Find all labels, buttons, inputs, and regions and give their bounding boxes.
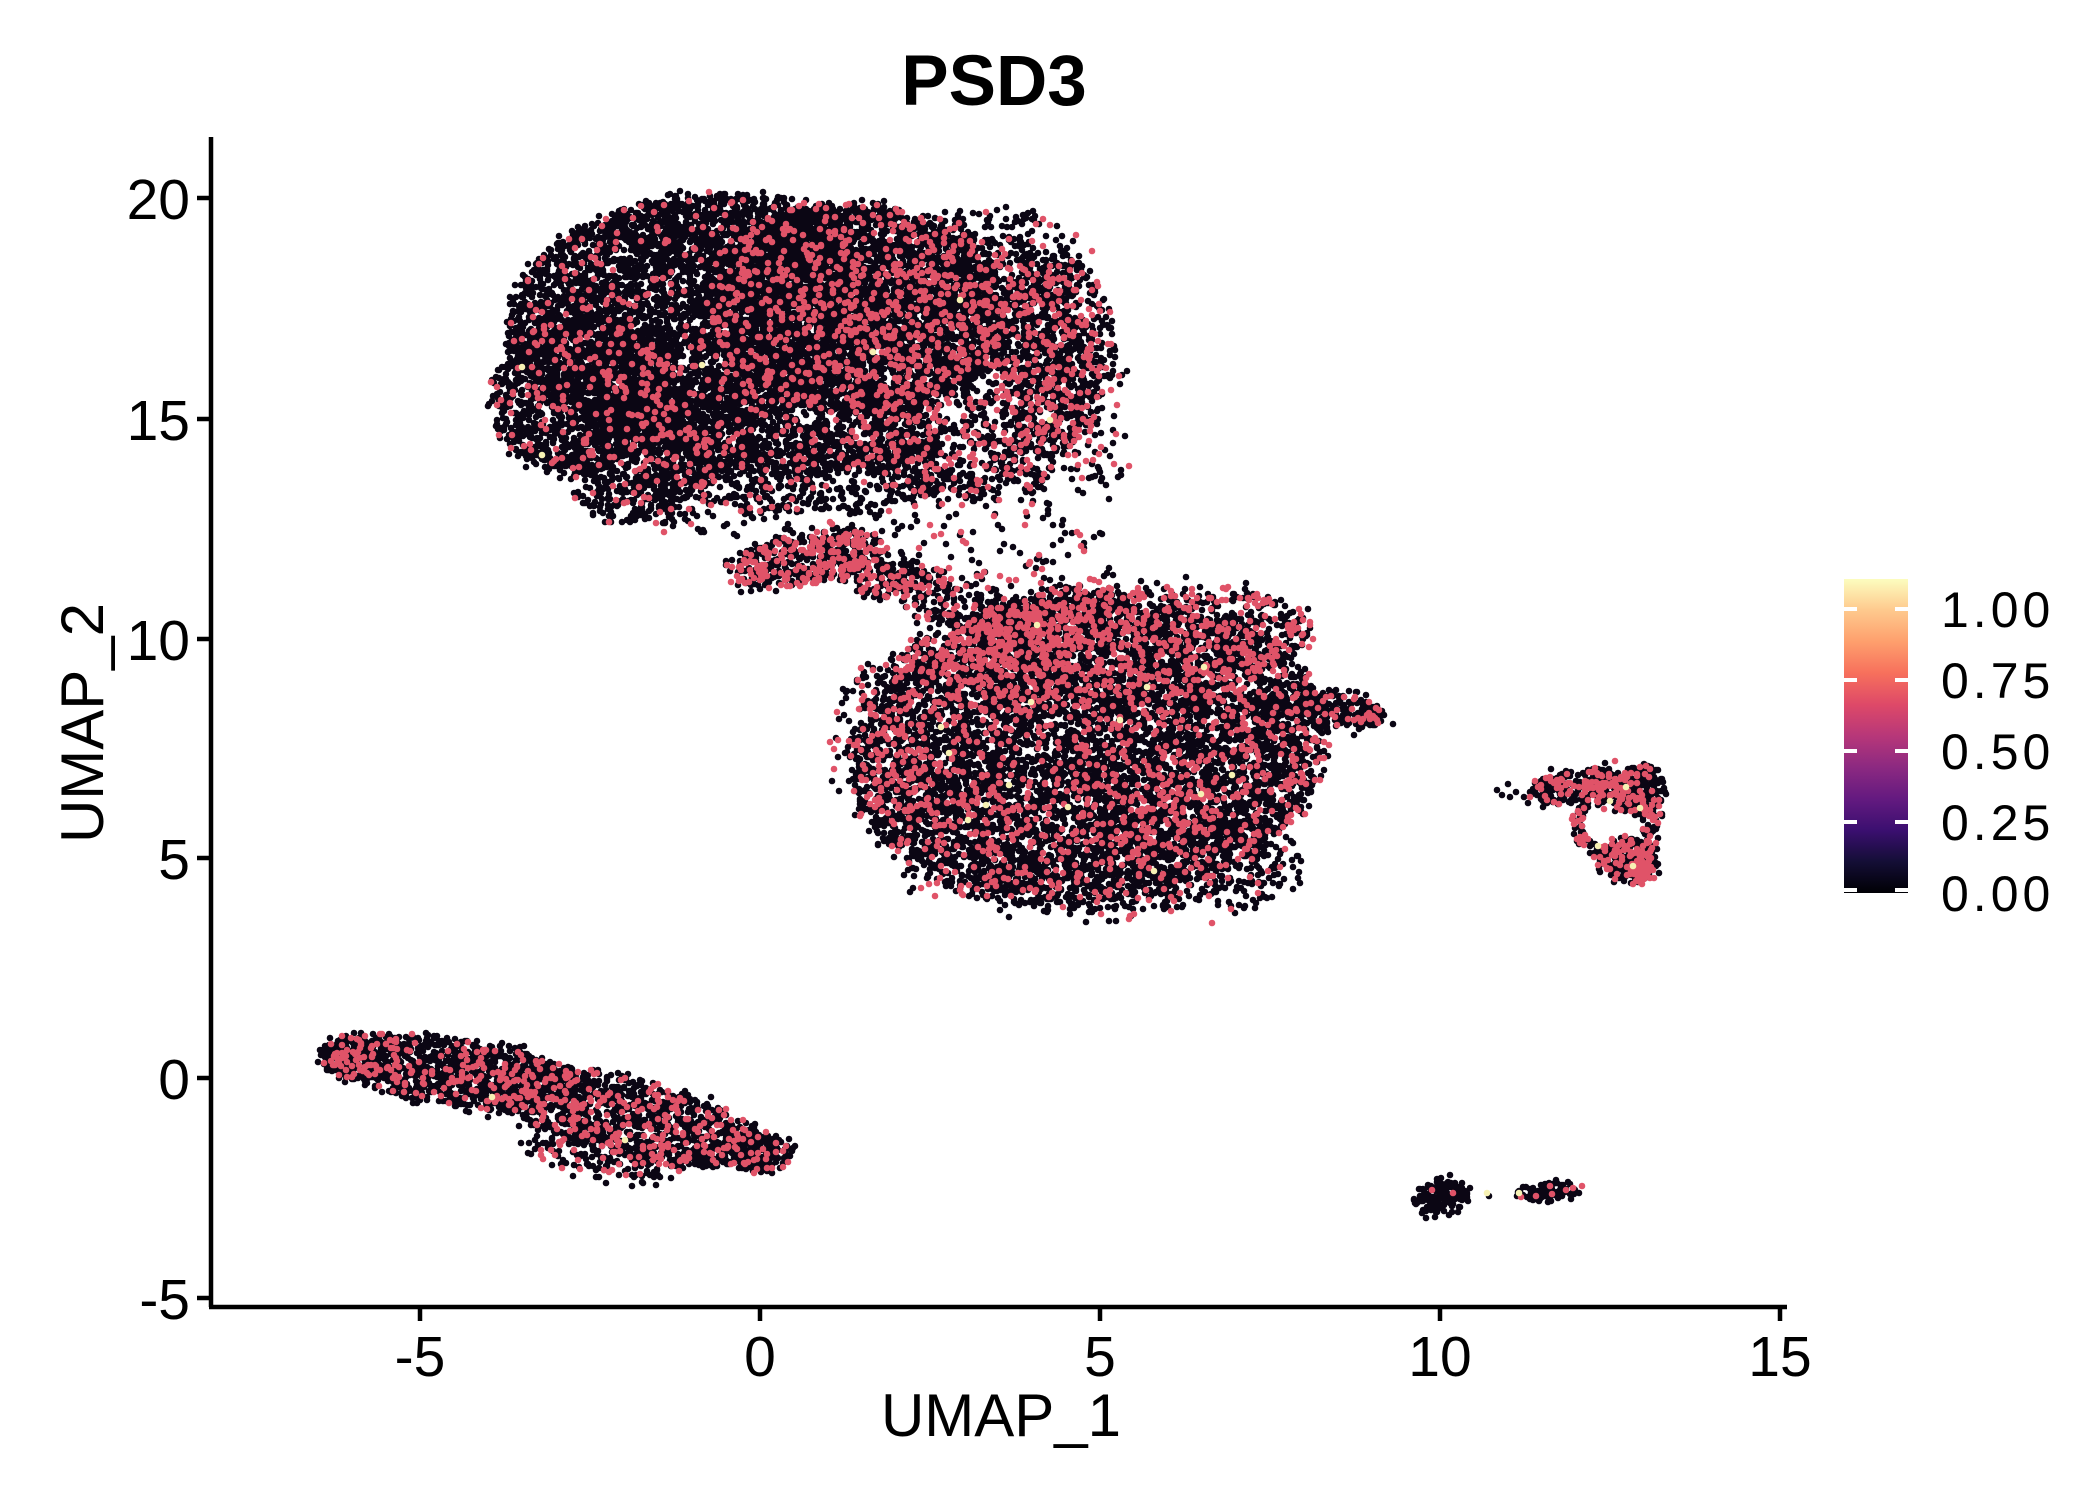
svg-text:0.75: 0.75 [1941,653,2054,709]
svg-text:15: 15 [1748,1325,1811,1389]
svg-text:0.25: 0.25 [1941,795,2054,851]
svg-text:UMAP_2: UMAP_2 [49,603,116,843]
svg-text:PSD3: PSD3 [901,42,1086,121]
svg-text:5: 5 [158,828,190,892]
svg-text:5: 5 [1084,1325,1116,1389]
svg-text:UMAP_1: UMAP_1 [881,1382,1121,1449]
svg-text:15: 15 [127,389,190,453]
svg-text:0.00: 0.00 [1941,866,2054,922]
svg-text:1.00: 1.00 [1941,582,2054,638]
svg-text:-5: -5 [395,1325,446,1389]
svg-text:0: 0 [158,1048,190,1112]
svg-text:-5: -5 [139,1268,190,1332]
svg-text:10: 10 [1408,1325,1471,1389]
svg-text:20: 20 [127,168,190,232]
svg-text:10: 10 [127,609,190,673]
svg-text:0: 0 [744,1325,776,1389]
svg-text:0.50: 0.50 [1941,724,2054,780]
